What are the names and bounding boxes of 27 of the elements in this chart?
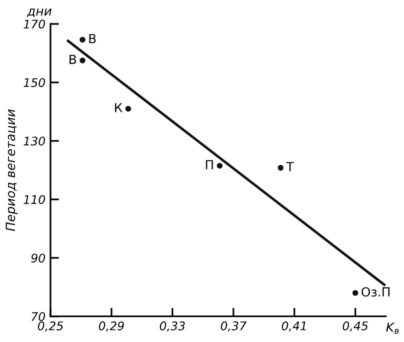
annotation: Оз.П <box>362 287 390 297</box>
x-tick-label: 0,25 <box>38 321 63 332</box>
x-tick-label: 0,37 <box>220 321 246 332</box>
annotation: П <box>206 160 213 170</box>
x-axis-title: K$_{в}$ <box>386 322 399 334</box>
annotation: Т <box>286 162 294 172</box>
y-tick-label: 170 <box>24 20 46 29</box>
y-tick-label: 150 <box>24 78 46 88</box>
chart-subtitle: дни <box>26 8 52 18</box>
y-tick-label: 130 <box>24 136 46 146</box>
point <box>80 58 86 64</box>
x-tick-label: 0,33 <box>160 321 185 332</box>
y-tick-label: 70 <box>32 312 46 322</box>
x-tick-label: 0,29 <box>98 321 124 332</box>
x-tick-label: 0,45 <box>342 321 368 332</box>
y-tick-label: 90 <box>31 254 46 263</box>
annotation: К <box>115 103 122 112</box>
point <box>352 290 358 296</box>
annotation: В <box>89 34 96 44</box>
point <box>216 162 223 169</box>
y-axis-title: Период вегетации <box>6 109 18 232</box>
point <box>80 36 86 43</box>
point <box>278 164 284 171</box>
y-tick-label: 110 <box>24 195 46 204</box>
point <box>125 106 132 112</box>
x-tick-label: 0,41 <box>282 321 306 332</box>
annotation: В <box>70 54 76 64</box>
